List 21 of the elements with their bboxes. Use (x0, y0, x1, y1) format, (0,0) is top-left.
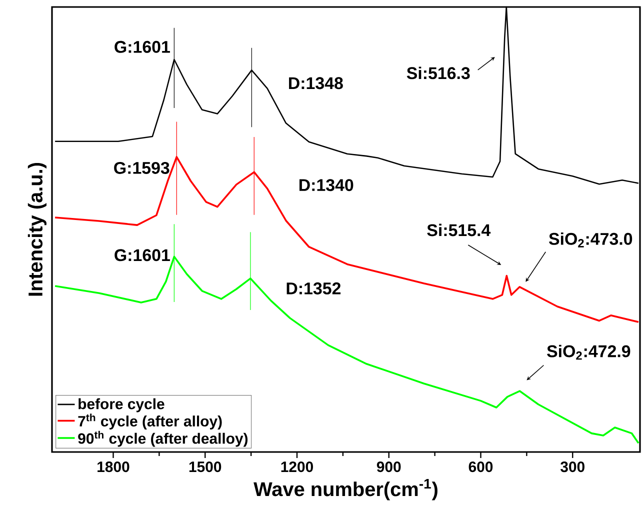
annotation: Si:516.3 (406, 66, 470, 80)
annotation: D:1352 (286, 282, 341, 294)
x-tick-label: 1500 (189, 462, 222, 472)
annotation: Si:515.4 (427, 224, 491, 236)
annotation: D:1348 (289, 77, 343, 90)
x-tick-label: 600 (468, 462, 493, 472)
annotation: G:1601 (114, 40, 170, 53)
annotation: G:1601 (114, 249, 170, 262)
annotation: D:1340 (299, 179, 354, 192)
legend-label: 7$^{th}$ cycle (after alloy) (78, 414, 222, 430)
x-tick-label: 300 (560, 462, 584, 472)
x-tick-label: 900 (376, 462, 401, 472)
annotation: G:1593 (114, 162, 170, 174)
legend-label: before cycle (78, 398, 164, 412)
x-tick-label: 1200 (281, 462, 313, 472)
legend-label: 90$^{th}$ cycle (after dealloy) (78, 430, 248, 447)
annotation: SiO$_{2}$:473.0 (548, 232, 632, 248)
x-axis-title: Wave number(cm$^{-1}$) (254, 478, 438, 500)
y-axis-title: Intencity (a.u.) (28, 162, 46, 296)
x-tick-label: 1800 (98, 462, 130, 472)
annotation: SiO$_{2}$:472.9 (547, 344, 630, 360)
